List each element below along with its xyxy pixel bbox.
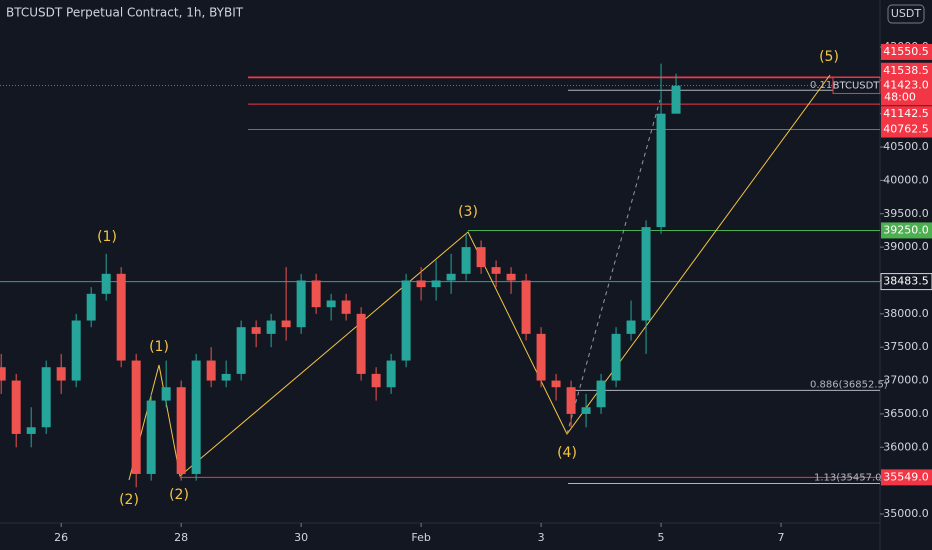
candle-body [26, 427, 36, 434]
currency-badge[interactable] [887, 4, 925, 24]
candle-body [536, 333, 546, 381]
candle-body [581, 407, 591, 414]
candle-body [416, 280, 426, 288]
candle-body [476, 247, 486, 268]
fib-label: 1.13(35457.0) [814, 473, 886, 484]
chart-title: BTCUSDT Perpetual Contract, 1h, BYBIT [6, 6, 244, 20]
candle-body [401, 280, 411, 361]
wave-label: (1) [149, 339, 169, 355]
candle-body [251, 327, 261, 334]
y-tick-label: 38000.0 [883, 307, 929, 320]
price-tag-label: 38483.5 [883, 275, 929, 288]
candle-body [431, 280, 441, 288]
candle-body [386, 360, 396, 388]
candle-body [626, 320, 636, 334]
y-tick-label: 37500.0 [883, 340, 929, 353]
y-tick-label: 35000.0 [883, 507, 929, 520]
last-price-tag [881, 77, 932, 106]
x-tick-label: 30 [294, 531, 308, 544]
y-tick-label: 37000.0 [883, 374, 929, 387]
candle-body [371, 373, 381, 388]
candle-body [161, 387, 171, 401]
candle-body [656, 113, 666, 228]
candle-body [11, 380, 21, 434]
price-tag [881, 469, 932, 486]
wave-label: (3) [458, 204, 478, 220]
x-tick-label: 28 [174, 531, 188, 544]
candle-body [101, 273, 111, 294]
candle-body [296, 280, 306, 328]
candle-body [281, 320, 291, 328]
candle-body [491, 267, 501, 274]
candle-body [0, 367, 6, 381]
candle-body [641, 227, 651, 321]
x-tick-label: 26 [54, 531, 68, 544]
price-tag [881, 62, 932, 79]
candle-body [116, 273, 126, 361]
x-tick-label: 3 [538, 531, 545, 544]
candle-body [566, 387, 576, 414]
x-tick-label: 7 [778, 531, 785, 544]
symbol-tag [832, 76, 881, 94]
candle-body [326, 300, 336, 308]
candle-body [86, 293, 96, 321]
candle-body [506, 273, 516, 281]
y-tick-label: 39000.0 [883, 240, 929, 253]
candle-body [206, 360, 216, 381]
candle-body [311, 280, 321, 308]
candle-body [41, 367, 51, 428]
symbol-label: BTCUSDT [833, 80, 881, 91]
currency-label: USDT [891, 7, 922, 20]
wave-label: (4) [557, 445, 577, 461]
price-tag [881, 121, 932, 138]
y-tick-label: 39500.0 [883, 207, 929, 220]
candle-body [56, 367, 66, 381]
wave-label: (1) [97, 229, 117, 245]
price-tag [881, 43, 932, 60]
price-tag-label: 39250.0 [883, 223, 929, 236]
candle-body [266, 320, 276, 334]
x-tick-label: Feb [411, 531, 430, 544]
candle-body [446, 273, 456, 281]
candle-body [191, 360, 201, 474]
last-price-label: 41423.0 [883, 78, 929, 91]
x-tick-label: 5 [658, 531, 665, 544]
candle-body [611, 333, 621, 381]
y-tick-label: 40000.0 [883, 173, 929, 186]
price-tag-label: 41550.5 [883, 45, 929, 58]
price-tag [880, 273, 932, 291]
price-tag [881, 106, 932, 123]
candle-body [671, 85, 681, 114]
wave-label: (2) [169, 487, 189, 503]
price-tag-label: 41538.5 [883, 64, 929, 77]
candle-body [461, 247, 471, 274]
candle-body [596, 380, 606, 408]
price-tag-label: 40762.5 [883, 123, 929, 136]
candle-body [176, 387, 186, 474]
candle-body [551, 380, 561, 388]
price-tag-label: 41142.5 [883, 107, 929, 120]
y-tick-label: 40500.0 [883, 140, 929, 153]
fib-label: 0.114( [810, 80, 843, 91]
projection-line [566, 99, 661, 435]
candle-body [356, 313, 366, 374]
candle-body [131, 360, 141, 474]
countdown-label: 48:00 [884, 90, 916, 103]
y-tick-label: 36500.0 [883, 407, 929, 420]
wave-label: (5) [819, 49, 839, 65]
price-tag [881, 222, 932, 239]
price-tag-label: 35549.0 [883, 470, 929, 483]
candle-body [521, 280, 531, 334]
wave-line [128, 74, 831, 481]
candle-body [236, 327, 246, 374]
wave-label: (2) [119, 492, 139, 508]
y-tick-label: 36000.0 [883, 440, 929, 453]
candle-body [341, 300, 351, 314]
candle-body [221, 373, 231, 381]
fib-label: 0.886(36852.5) [810, 379, 888, 390]
candle-body [71, 320, 81, 381]
candle-body [146, 400, 156, 474]
